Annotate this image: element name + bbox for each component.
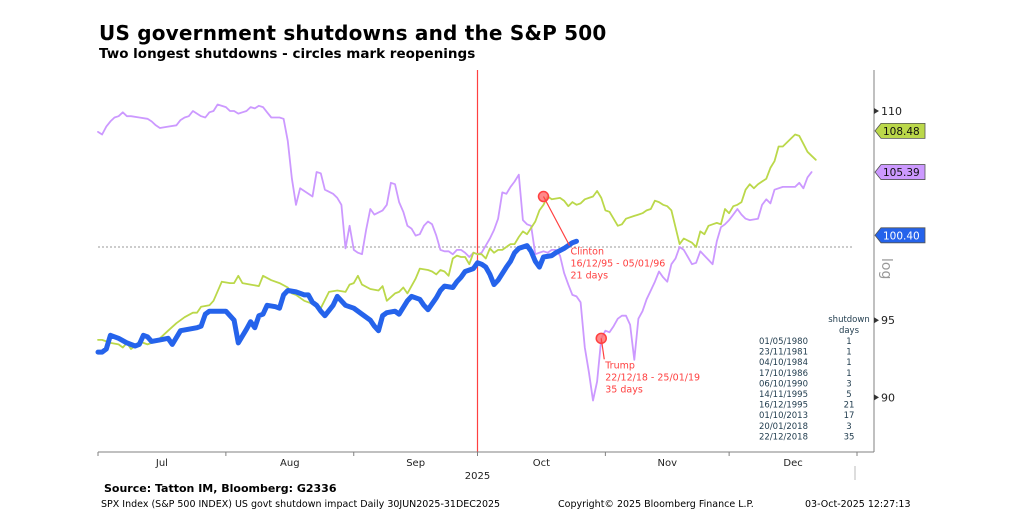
x-tick-label-dec: Dec xyxy=(783,458,802,469)
last-value-tag-2 xyxy=(874,164,926,180)
y-tick-mark xyxy=(874,107,879,114)
chart-subtitle: Two longest shutdowns - circles mark reo… xyxy=(99,46,476,62)
annotation-text-clinton: 16/12/95 - 05/01/96 xyxy=(571,259,666,270)
copyright-note: Copyright© 2025 Bloomberg Finance L.P. xyxy=(558,499,754,510)
x-tick-label-sep: Sep xyxy=(406,458,425,469)
table-days-cell: 3 xyxy=(846,379,851,389)
table-days-cell: 17 xyxy=(844,411,855,421)
table-days-cell: 3 xyxy=(846,422,851,432)
table-date-cell: 06/10/1990 xyxy=(759,379,808,389)
y-tick-label: 90 xyxy=(881,391,895,404)
x-tick-label-aug: Aug xyxy=(280,458,300,469)
series-description: SPX Index (S&P 500 INDEX) US govt shutdo… xyxy=(101,499,501,510)
table-date-cell: 20/01/2018 xyxy=(759,422,808,432)
annotation-text-trump: Trump xyxy=(604,360,635,371)
table-days-cell: 5 xyxy=(846,390,851,400)
x-tick-label-oct: Oct xyxy=(533,458,550,469)
annotation-text-clinton: 21 days xyxy=(571,271,609,282)
table-date-cell: 23/11/1981 xyxy=(759,348,808,358)
last-value-label-0: 100.40 xyxy=(883,230,920,242)
annotation-text-trump: 35 days xyxy=(605,384,643,395)
table-header: days xyxy=(839,326,860,336)
y-tick-mark xyxy=(874,394,879,401)
series-layer xyxy=(95,103,817,402)
chart-title: US government shutdowns and the S&P 500 xyxy=(99,21,607,45)
annotation-leader-clinton xyxy=(542,196,571,246)
table-days-cell: 1 xyxy=(846,337,851,347)
annotation-leader-trump xyxy=(600,338,605,360)
y-tick-label: 110 xyxy=(881,105,902,118)
axis-layer: 90 95 110 108.48 105.39 100.40 log Jul Aug Sep Oct… xyxy=(97,70,926,482)
table-header: shutdown xyxy=(828,315,869,325)
table-date-cell: 01/05/1980 xyxy=(759,337,808,347)
series-line-0 xyxy=(95,238,579,355)
timestamp: 03-Oct-2025 12:27:13 xyxy=(805,499,911,510)
series-line-1 xyxy=(97,133,817,350)
log-scale-label: log xyxy=(878,258,894,279)
table-date-cell: 01/10/2013 xyxy=(759,411,808,421)
last-value-tag-0 xyxy=(874,227,926,244)
table-date-cell: 17/10/1986 xyxy=(759,369,808,379)
table-days-cell: 35 xyxy=(844,432,855,442)
table-date-cell: 04/10/1984 xyxy=(759,358,808,368)
y-tick-label: 95 xyxy=(881,314,895,327)
y-tick-mark xyxy=(874,317,879,324)
table-days-cell: 1 xyxy=(846,358,851,368)
x-tick-label-nov: Nov xyxy=(657,458,677,469)
last-value-label-2: 105.39 xyxy=(883,167,920,179)
table-days-cell: 21 xyxy=(844,401,855,411)
table-days-cell: 1 xyxy=(846,348,851,358)
annotation-text-trump: 22/12/18 - 25/01/19 xyxy=(605,372,700,383)
source-note: Source: Tatton IM, Bloomberg: G2336 xyxy=(104,482,337,495)
table-date-cell: 14/11/1995 xyxy=(759,390,808,400)
annotation-text-clinton: Clinton xyxy=(571,247,605,258)
table-days-cell: 1 xyxy=(846,369,851,379)
table-date-cell: 16/12/1995 xyxy=(759,401,808,411)
series-line-2 xyxy=(97,103,813,402)
last-value-tag-1 xyxy=(874,122,926,139)
table-date-cell: 22/12/2018 xyxy=(759,432,808,442)
last-value-label-1: 108.48 xyxy=(883,126,920,138)
x-tick-label-jul: Jul xyxy=(155,458,168,469)
x-axis-year-label: 2025 xyxy=(465,471,490,482)
